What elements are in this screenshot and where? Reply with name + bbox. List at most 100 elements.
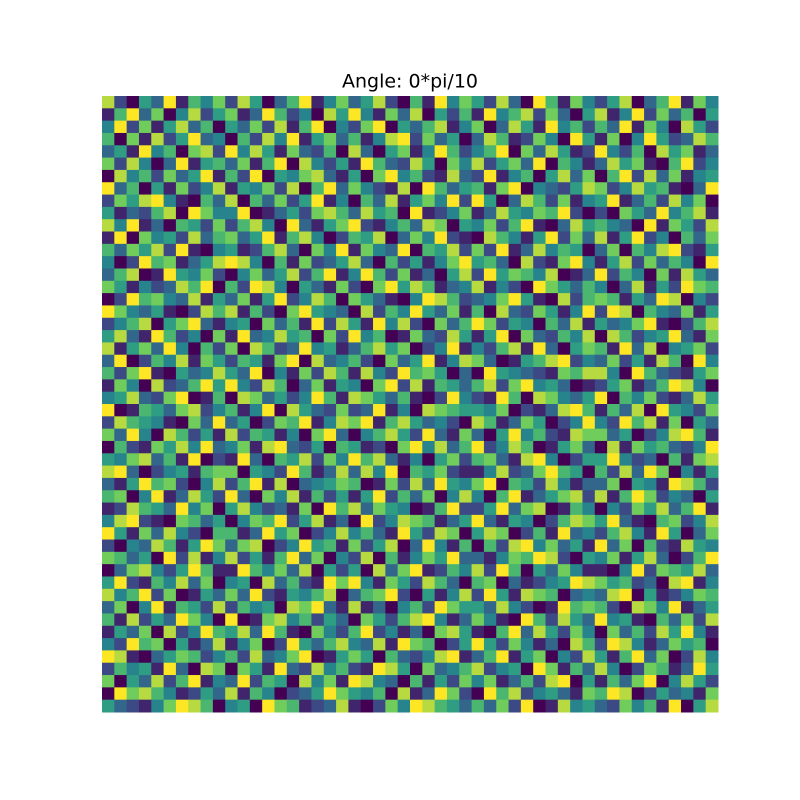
heatmap-cell xyxy=(459,638,473,651)
heatmap-cell xyxy=(520,391,534,405)
heatmap-cell xyxy=(188,440,202,454)
heatmap-cell xyxy=(163,514,177,528)
heatmap-cell xyxy=(286,638,300,651)
heatmap-cell xyxy=(410,650,423,664)
heatmap-cell xyxy=(681,157,694,171)
heatmap-cell xyxy=(360,588,374,602)
heatmap-cell xyxy=(483,490,497,504)
heatmap-cell xyxy=(249,367,263,380)
heatmap-cell xyxy=(693,527,707,541)
heatmap-cell xyxy=(262,514,275,528)
heatmap-cell xyxy=(262,453,275,467)
heatmap-cell xyxy=(533,231,547,245)
heatmap-cell xyxy=(286,256,300,269)
heatmap-cell xyxy=(102,638,115,651)
heatmap-cell xyxy=(311,502,325,516)
heatmap-cell xyxy=(607,194,620,208)
heatmap-cell xyxy=(410,280,423,294)
heatmap-cell xyxy=(508,305,522,319)
heatmap-cell xyxy=(668,157,682,171)
heatmap-cell xyxy=(336,194,349,208)
heatmap-cell xyxy=(373,514,386,528)
heatmap-cell xyxy=(582,293,596,306)
heatmap-cell xyxy=(422,132,436,146)
heatmap-cell xyxy=(385,120,399,134)
heatmap-cell xyxy=(693,404,707,417)
heatmap-cell xyxy=(508,169,522,183)
heatmap-cell xyxy=(200,194,214,208)
heatmap-cell xyxy=(360,280,374,294)
heatmap-cell xyxy=(619,416,633,430)
heatmap-cell xyxy=(557,145,571,159)
heatmap-cell xyxy=(619,514,633,528)
heatmap-cell xyxy=(582,157,596,171)
heatmap-cell xyxy=(446,699,460,713)
heatmap-cell xyxy=(483,551,497,565)
heatmap-cell xyxy=(483,465,497,479)
heatmap-cell xyxy=(644,625,657,639)
heatmap-cell xyxy=(459,317,473,331)
heatmap-cell xyxy=(483,527,497,541)
heatmap-cell xyxy=(496,539,510,553)
heatmap-cell xyxy=(360,638,374,651)
heatmap-cell xyxy=(459,564,473,577)
heatmap-cell xyxy=(126,268,140,282)
heatmap-cell xyxy=(249,280,263,294)
heatmap-cell xyxy=(459,650,473,664)
heatmap-cell xyxy=(533,453,547,467)
heatmap-cell xyxy=(188,404,202,417)
heatmap-cell xyxy=(508,465,522,479)
heatmap-cell xyxy=(373,354,386,368)
heatmap-cell xyxy=(705,132,719,146)
heatmap-cell xyxy=(348,108,362,122)
heatmap-cell xyxy=(582,662,596,676)
heatmap-cell xyxy=(582,502,596,516)
heatmap-cell xyxy=(212,132,226,146)
heatmap-cell xyxy=(607,601,620,614)
heatmap-cell xyxy=(200,256,214,269)
heatmap-cell xyxy=(212,428,226,442)
heatmap-cell xyxy=(446,588,460,602)
heatmap-cell xyxy=(102,206,115,220)
heatmap-cell xyxy=(114,96,128,109)
heatmap-cell xyxy=(681,108,694,122)
heatmap-cell xyxy=(299,576,312,590)
heatmap-cell xyxy=(385,219,399,233)
heatmap-cell xyxy=(508,588,522,602)
heatmap-cell xyxy=(102,231,115,245)
heatmap-cell xyxy=(348,601,362,614)
heatmap-cell xyxy=(570,539,583,553)
heatmap-cell xyxy=(545,367,559,380)
heatmap-cell xyxy=(200,539,214,553)
heatmap-cell xyxy=(533,416,547,430)
heatmap-cell xyxy=(163,268,177,282)
heatmap-cell xyxy=(607,243,620,257)
heatmap-cell xyxy=(656,219,670,233)
heatmap-cell xyxy=(360,625,374,639)
heatmap-cell xyxy=(138,453,152,467)
heatmap-cell xyxy=(644,465,657,479)
heatmap-cell xyxy=(237,625,251,639)
heatmap-cell xyxy=(397,293,411,306)
heatmap-cell xyxy=(126,317,140,331)
heatmap-cell xyxy=(693,453,707,467)
heatmap-cell xyxy=(348,194,362,208)
heatmap-cell xyxy=(533,576,547,590)
heatmap-cell xyxy=(508,564,522,577)
heatmap-cell xyxy=(631,330,645,343)
heatmap-cell xyxy=(175,132,189,146)
heatmap-cell xyxy=(323,625,337,639)
heatmap-cell xyxy=(656,675,670,688)
heatmap-cell xyxy=(508,231,522,245)
heatmap-cell xyxy=(496,576,510,590)
heatmap-cell xyxy=(471,416,485,430)
heatmap-cell xyxy=(225,576,239,590)
heatmap-cell xyxy=(299,268,312,282)
heatmap-cell xyxy=(249,219,263,233)
heatmap-cell xyxy=(422,564,436,577)
heatmap-cell xyxy=(631,675,645,688)
heatmap-cell xyxy=(163,342,177,356)
heatmap-cell xyxy=(138,564,152,577)
heatmap-cell xyxy=(607,490,620,504)
